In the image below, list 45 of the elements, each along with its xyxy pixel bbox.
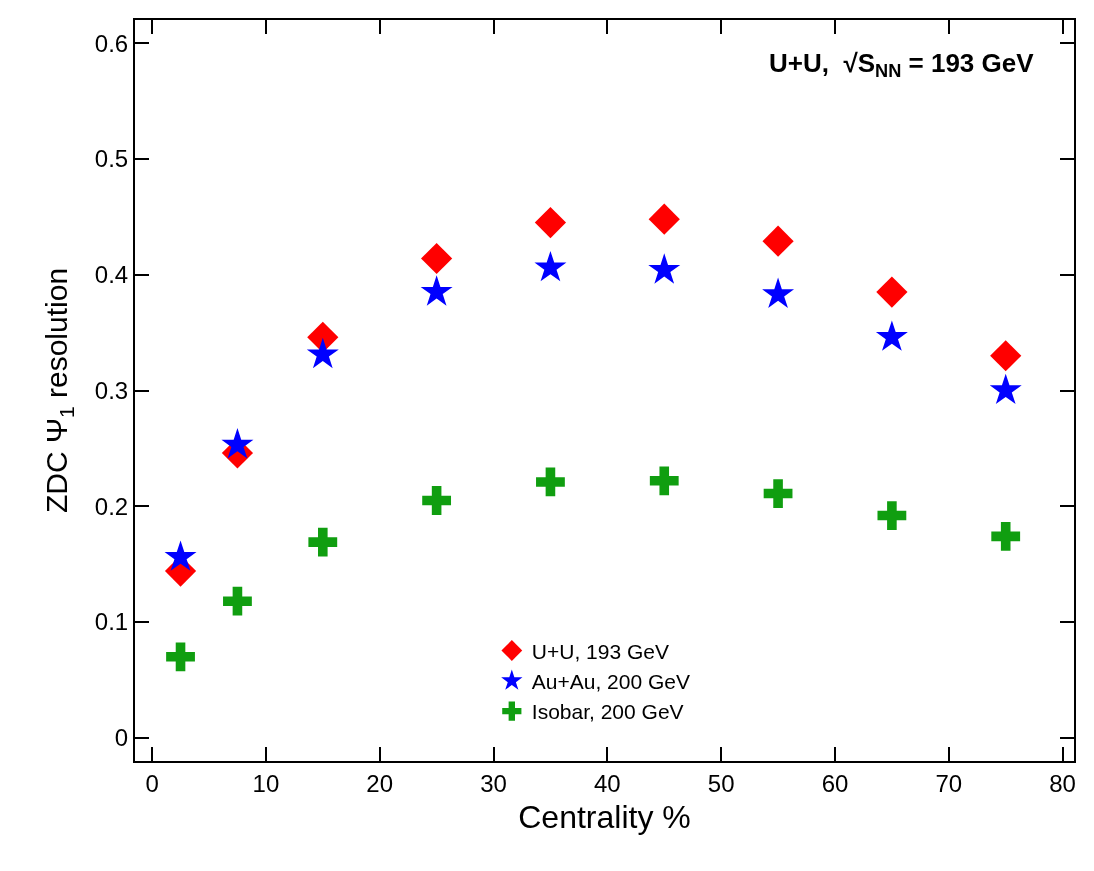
- y-tick-label: 0.3: [94, 376, 129, 404]
- point: [308, 527, 338, 557]
- point: [762, 277, 795, 308]
- point: [166, 642, 195, 672]
- point: [420, 275, 453, 306]
- y-tick-label: 0.5: [94, 145, 129, 173]
- x-tick-label: 10: [252, 769, 280, 797]
- point: [989, 373, 1022, 405]
- y-tick-label: 0: [114, 724, 129, 752]
- point: [649, 466, 679, 496]
- point: [421, 242, 453, 275]
- x-tick-label: 0: [145, 769, 159, 797]
- point: [763, 479, 793, 508]
- y-tick-label: 0.4: [94, 261, 129, 289]
- legend-label: U+U, 193 GeV: [531, 639, 669, 663]
- point: [648, 203, 680, 235]
- point: [877, 501, 907, 530]
- point: [648, 253, 681, 284]
- x-tick-label: 80: [1049, 769, 1076, 797]
- x-tick-label: 20: [366, 769, 394, 797]
- y-tick-label: 0.2: [94, 492, 129, 520]
- point: [876, 276, 908, 308]
- legend-label: Au+Au, 200 GeV: [531, 670, 691, 693]
- point: [534, 250, 567, 282]
- point: [223, 586, 252, 616]
- x-tick-label: 50: [707, 769, 735, 797]
- x-tick-label: 30: [480, 769, 507, 797]
- x-tick-label: 40: [594, 769, 621, 797]
- point: [875, 320, 908, 351]
- x-tick-label: 70: [935, 769, 963, 797]
- point: [991, 521, 1021, 551]
- point: [534, 207, 567, 239]
- point: [536, 467, 565, 497]
- point: [306, 337, 339, 369]
- x-axis-title: Centrality %: [518, 799, 691, 836]
- point: [221, 428, 254, 459]
- point: [762, 225, 794, 257]
- point: [164, 540, 197, 571]
- y-tick-label: 0.1: [94, 608, 129, 636]
- y-tick-label: 0.6: [94, 29, 129, 57]
- point: [990, 340, 1022, 372]
- legend-label: Isobar, 200 GeV: [531, 700, 684, 724]
- point: [422, 486, 452, 515]
- x-tick-label: 60: [821, 769, 849, 797]
- annotation: U+U, √S$_{NN}$ = 193 GeV: [769, 48, 1035, 82]
